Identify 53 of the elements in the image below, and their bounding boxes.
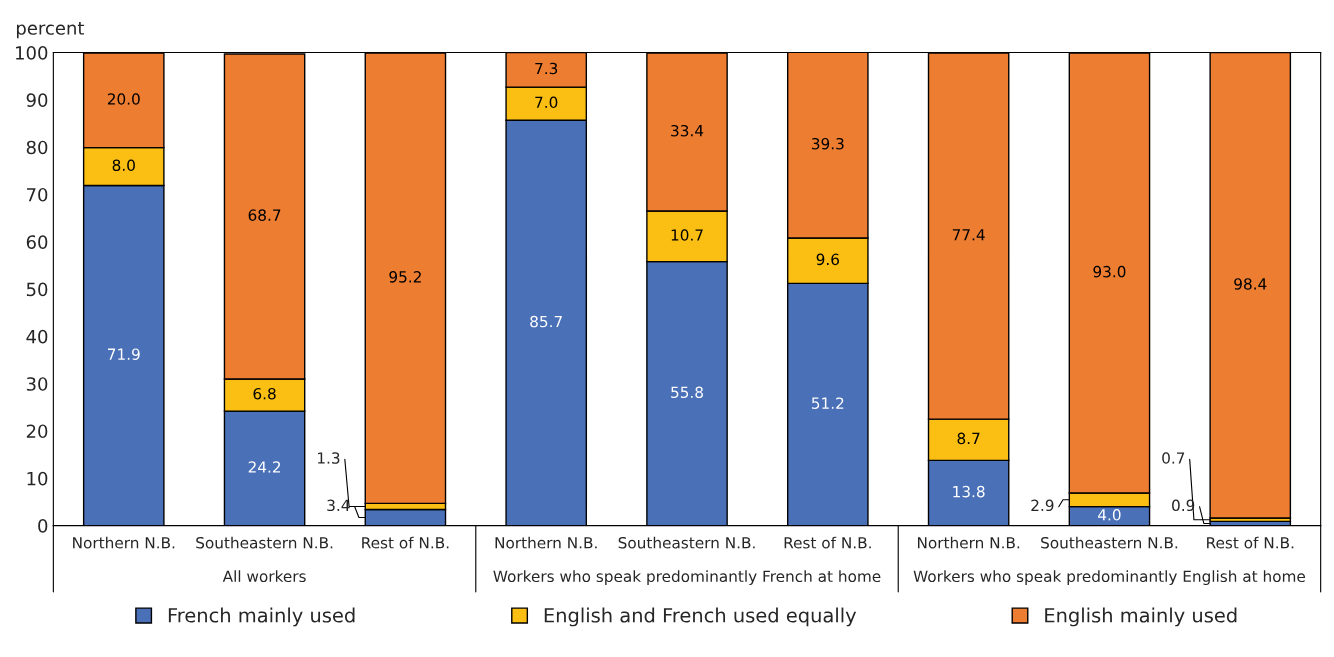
text: Workers who speak predominantly English at home: [913, 570, 1305, 586]
y-tick-label: 60: [26, 235, 48, 249]
x-tick-label: Rest of N.B.: [362, 536, 449, 549]
data-label: 24.2: [248, 461, 281, 473]
x-tick-label: Rest of N.B.: [784, 536, 871, 549]
data-label: 1.3: [318, 452, 340, 464]
data-label: 71.9: [108, 348, 140, 360]
data-label: 95.2: [389, 271, 421, 283]
data-label: 55.8: [671, 386, 703, 399]
data-label: 0.7: [1162, 452, 1185, 464]
text: Workers who speak predominantly French at home: [493, 570, 881, 586]
x-tick-label: Rest of N.B.: [1207, 536, 1294, 549]
data-label: 9.6: [816, 253, 840, 266]
data-label: 33.4: [671, 124, 704, 137]
y-tick-label: 0: [38, 519, 48, 533]
data-label: 3.4: [327, 499, 350, 512]
data-label: 6.8: [253, 387, 276, 400]
y-axis-title: percent: [16, 21, 85, 39]
data-label: 39.3: [811, 137, 844, 150]
data-label: 77.4: [952, 229, 985, 241]
text: All workers: [222, 570, 306, 583]
x-tick-label: Southeastern N.B.: [196, 536, 333, 549]
x-tick-label: Southeastern N.B.: [618, 536, 755, 549]
y-tick-label: 70: [27, 187, 48, 202]
y-tick-label: 40: [26, 329, 48, 344]
x-tick-label: Northern N.B.: [73, 536, 175, 549]
data-label: 20.0: [107, 93, 140, 105]
x-tick-label: Northern N.B.: [917, 536, 1020, 549]
data-label: 93.0: [1093, 265, 1126, 278]
legend-label: English mainly used: [1045, 607, 1237, 627]
data-label: 2.9: [1031, 499, 1054, 512]
legend-label: French mainly used: [168, 607, 355, 627]
y-tick-label: 50: [26, 282, 48, 297]
data-label: 8.0: [112, 159, 135, 171]
y-tick-label: 20: [26, 424, 48, 439]
data-label: 8.7: [957, 432, 980, 445]
y-tick-label: 10: [27, 471, 48, 486]
x-tick-label: Northern N.B.: [495, 536, 597, 549]
data-label: 10.7: [671, 229, 703, 241]
x-tick-label: Southeastern N.B.: [1041, 536, 1178, 549]
data-label: 13.8: [953, 485, 985, 498]
data-label: 51.2: [811, 397, 844, 409]
data-label: 85.7: [530, 315, 562, 328]
data-label: 98.4: [1234, 278, 1267, 290]
y-tick-label: 30: [26, 377, 48, 391]
y-tick-label: 100: [16, 46, 48, 60]
data-label: 68.7: [248, 209, 281, 221]
data-label: 7.3: [535, 62, 558, 75]
legend-label: English and French used equally: [544, 607, 857, 627]
data-label: 7.0: [535, 96, 558, 109]
data-label: 4.0: [1098, 509, 1121, 521]
y-tick-label: 90: [26, 93, 48, 107]
y-tick-label: 80: [26, 140, 48, 155]
